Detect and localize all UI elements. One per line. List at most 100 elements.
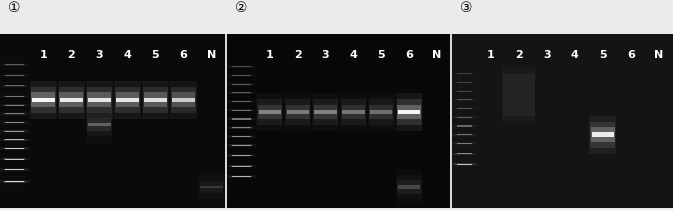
Bar	[230, 83, 253, 85]
Bar	[456, 108, 472, 109]
Bar	[0, 77, 27, 78]
Bar	[3, 169, 26, 170]
Bar	[87, 118, 111, 131]
Bar	[340, 93, 367, 131]
Bar	[232, 165, 251, 167]
Bar	[0, 74, 30, 77]
Bar	[0, 139, 30, 141]
Bar	[5, 113, 24, 114]
Bar	[5, 85, 24, 86]
Bar	[143, 87, 168, 113]
Bar	[0, 157, 27, 158]
Bar	[0, 152, 27, 153]
Bar	[397, 105, 421, 119]
Bar	[451, 125, 478, 127]
Bar	[0, 129, 27, 130]
Bar	[590, 116, 616, 154]
Bar	[3, 148, 26, 150]
Bar	[230, 144, 253, 146]
Bar	[3, 75, 26, 76]
Bar	[3, 85, 26, 87]
Bar	[368, 93, 394, 131]
Bar	[3, 64, 26, 66]
Text: 3: 3	[322, 50, 329, 59]
Text: 1: 1	[487, 50, 495, 59]
Bar	[88, 123, 110, 126]
Bar	[0, 143, 27, 144]
Bar	[0, 104, 30, 106]
Bar	[227, 126, 256, 129]
Bar	[396, 99, 422, 125]
Bar	[451, 152, 478, 155]
Bar	[454, 73, 474, 75]
Text: 6: 6	[405, 50, 413, 59]
Bar	[114, 81, 141, 119]
Bar	[590, 122, 616, 147]
Bar	[87, 87, 112, 113]
Bar	[232, 75, 251, 76]
Bar	[5, 105, 24, 106]
Bar	[0, 124, 27, 125]
Bar	[0, 59, 27, 60]
Bar	[0, 168, 30, 171]
Bar	[227, 175, 256, 178]
Bar	[232, 145, 251, 146]
Bar	[3, 113, 26, 115]
Bar	[0, 180, 30, 183]
Bar	[5, 122, 24, 123]
Text: 4: 4	[123, 50, 131, 59]
Bar	[454, 108, 474, 109]
Bar	[0, 130, 30, 133]
Bar	[0, 68, 27, 69]
Bar	[285, 99, 310, 125]
Bar	[0, 148, 27, 149]
Bar	[343, 110, 365, 114]
Text: ②: ②	[235, 1, 248, 15]
Bar	[285, 93, 311, 131]
Bar	[230, 75, 253, 76]
Bar	[227, 65, 256, 68]
Bar	[396, 175, 422, 199]
Bar	[227, 109, 256, 112]
Bar	[232, 136, 251, 137]
Bar	[454, 125, 474, 127]
Bar	[454, 116, 474, 118]
Bar	[232, 110, 251, 111]
Bar	[227, 144, 256, 147]
Bar	[398, 185, 420, 189]
Bar	[451, 142, 478, 145]
Bar	[454, 153, 474, 155]
Bar	[456, 143, 472, 144]
Bar	[5, 96, 24, 97]
Bar	[88, 97, 110, 102]
Bar	[3, 96, 26, 97]
Bar	[456, 153, 472, 154]
Bar	[396, 169, 423, 205]
Bar	[0, 101, 27, 102]
Bar	[59, 87, 84, 113]
Bar	[227, 100, 256, 103]
Bar	[454, 81, 474, 83]
Bar	[87, 112, 112, 136]
Bar	[232, 155, 251, 156]
Bar	[0, 162, 27, 163]
Bar	[451, 98, 478, 101]
Bar	[3, 158, 26, 160]
Text: N: N	[654, 50, 664, 59]
Bar	[456, 91, 472, 92]
Bar	[286, 105, 310, 119]
Bar	[0, 121, 30, 124]
Bar	[232, 127, 251, 128]
Bar	[171, 87, 196, 113]
Bar	[369, 105, 393, 119]
Bar	[0, 120, 27, 121]
Bar	[230, 155, 253, 156]
Bar	[5, 169, 24, 170]
Bar	[0, 134, 27, 135]
Bar	[86, 81, 113, 119]
Bar	[115, 87, 140, 113]
Bar	[257, 99, 283, 125]
Bar	[232, 66, 251, 67]
Bar	[198, 169, 225, 205]
Bar	[232, 84, 251, 85]
